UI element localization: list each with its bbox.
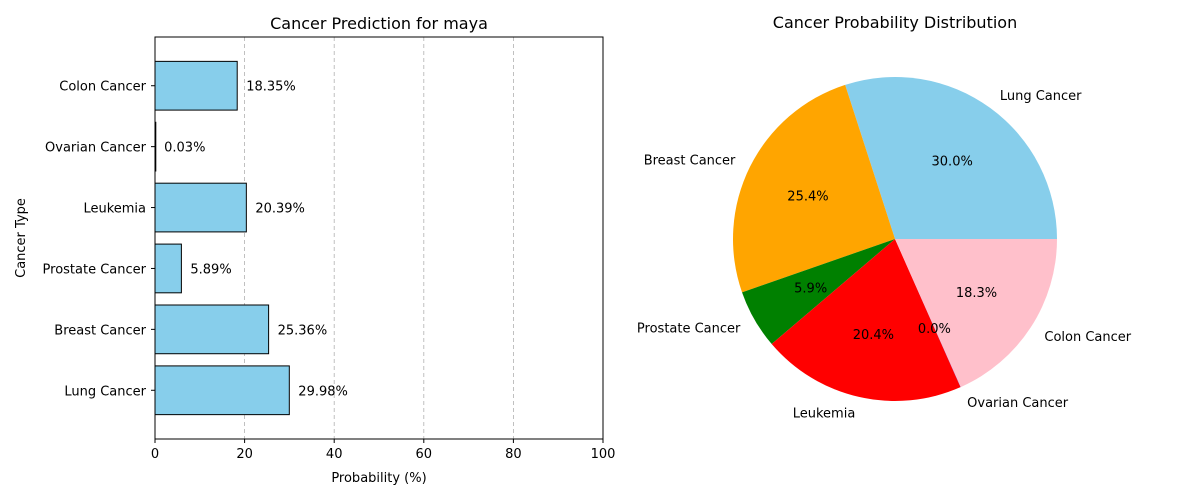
bar-chart-panel: 0 20 40 60 80 100 Lung Cancer Breast Cancer Pro…: [14, 14, 615, 486]
pie-percent-label: 25.4%: [787, 190, 828, 205]
bar-data-label: 25.36%: [278, 323, 328, 338]
bar-y-axis-label: Cancer Type: [14, 198, 29, 278]
bar-x-tick-label: 0: [151, 447, 159, 462]
bar: [154, 304, 270, 355]
bar-x-tick-label: 40: [326, 447, 343, 462]
bar-data-label: 5.89%: [190, 262, 231, 277]
bar-x-ticks: 0 20 40 60 80 100: [151, 439, 616, 462]
bar-plot-frame: [154, 36, 604, 440]
pie-category-label: Ovarian Cancer: [967, 396, 1069, 411]
bar-y-ticks: Lung Cancer Breast Cancer Prostate Cancer L…: [43, 80, 155, 399]
pie-category-label: Leukemia: [793, 407, 856, 422]
bar-data-label: 29.98%: [298, 384, 348, 399]
pie-category-label: Colon Cancer: [1044, 330, 1131, 345]
pie-percent-label: 5.9%: [794, 281, 827, 296]
pie-slices: [733, 77, 1057, 401]
pie-chart-panel: Lung Cancer Breast Cancer Prostate Cancer L…: [637, 13, 1132, 422]
bar: [154, 182, 247, 233]
bar-data-label: 18.35%: [246, 80, 296, 95]
pie-slice: [845, 77, 1057, 239]
bar-y-tick-label: Colon Cancer: [59, 80, 146, 95]
bar: [154, 243, 182, 294]
pie-category-label: Breast Cancer: [644, 154, 736, 169]
pie-percent-label: 0.0%: [918, 322, 951, 337]
bar-data-labels: 29.98% 25.36% 5.89% 20.39% 0.03% 18.35%: [164, 80, 348, 400]
pie-slice: [733, 84, 895, 293]
pie-chart-title: Cancer Probability Distribution: [773, 13, 1017, 32]
pie-percent-label: 20.4%: [853, 328, 894, 343]
pie-category-labels: Lung Cancer Breast Cancer Prostate Cancer L…: [637, 89, 1132, 422]
pie-slice: [895, 239, 961, 388]
pie-slice: [895, 239, 1057, 388]
bar-x-axis-label: Probability (%): [331, 471, 426, 486]
bar-x-tick-label: 80: [505, 447, 522, 462]
bar-grid: [244, 37, 514, 439]
bar-x-tick-label: 100: [591, 447, 616, 462]
pie-category-label: Lung Cancer: [1000, 89, 1082, 104]
bar-y-tick-label: Leukemia: [83, 202, 146, 217]
bar-y-tick-label: Ovarian Cancer: [45, 141, 147, 156]
bar-x-tick-label: 20: [236, 447, 253, 462]
bar-series: [154, 60, 290, 416]
bar: [154, 60, 238, 111]
pie-category-label: Prostate Cancer: [637, 322, 741, 337]
bar-x-tick-label: 60: [416, 447, 433, 462]
pie-percent-labels: 30.0% 25.4% 5.9% 20.4% 0.0% 18.3%: [787, 154, 997, 342]
bar: [154, 365, 290, 416]
pie-slice: [771, 239, 961, 401]
pie-percent-label: 18.3%: [956, 286, 997, 301]
bar-y-tick-label: Prostate Cancer: [43, 262, 147, 277]
bar-data-label: 0.03%: [164, 141, 205, 156]
pie-percent-label: 30.0%: [932, 154, 973, 169]
bar-chart-title: Cancer Prediction for maya: [270, 14, 488, 33]
bar-y-tick-label: Breast Cancer: [54, 323, 146, 338]
pie-slice: [742, 239, 895, 345]
bar-y-tick-label: Lung Cancer: [64, 384, 146, 399]
bar-data-label: 20.39%: [255, 202, 305, 217]
